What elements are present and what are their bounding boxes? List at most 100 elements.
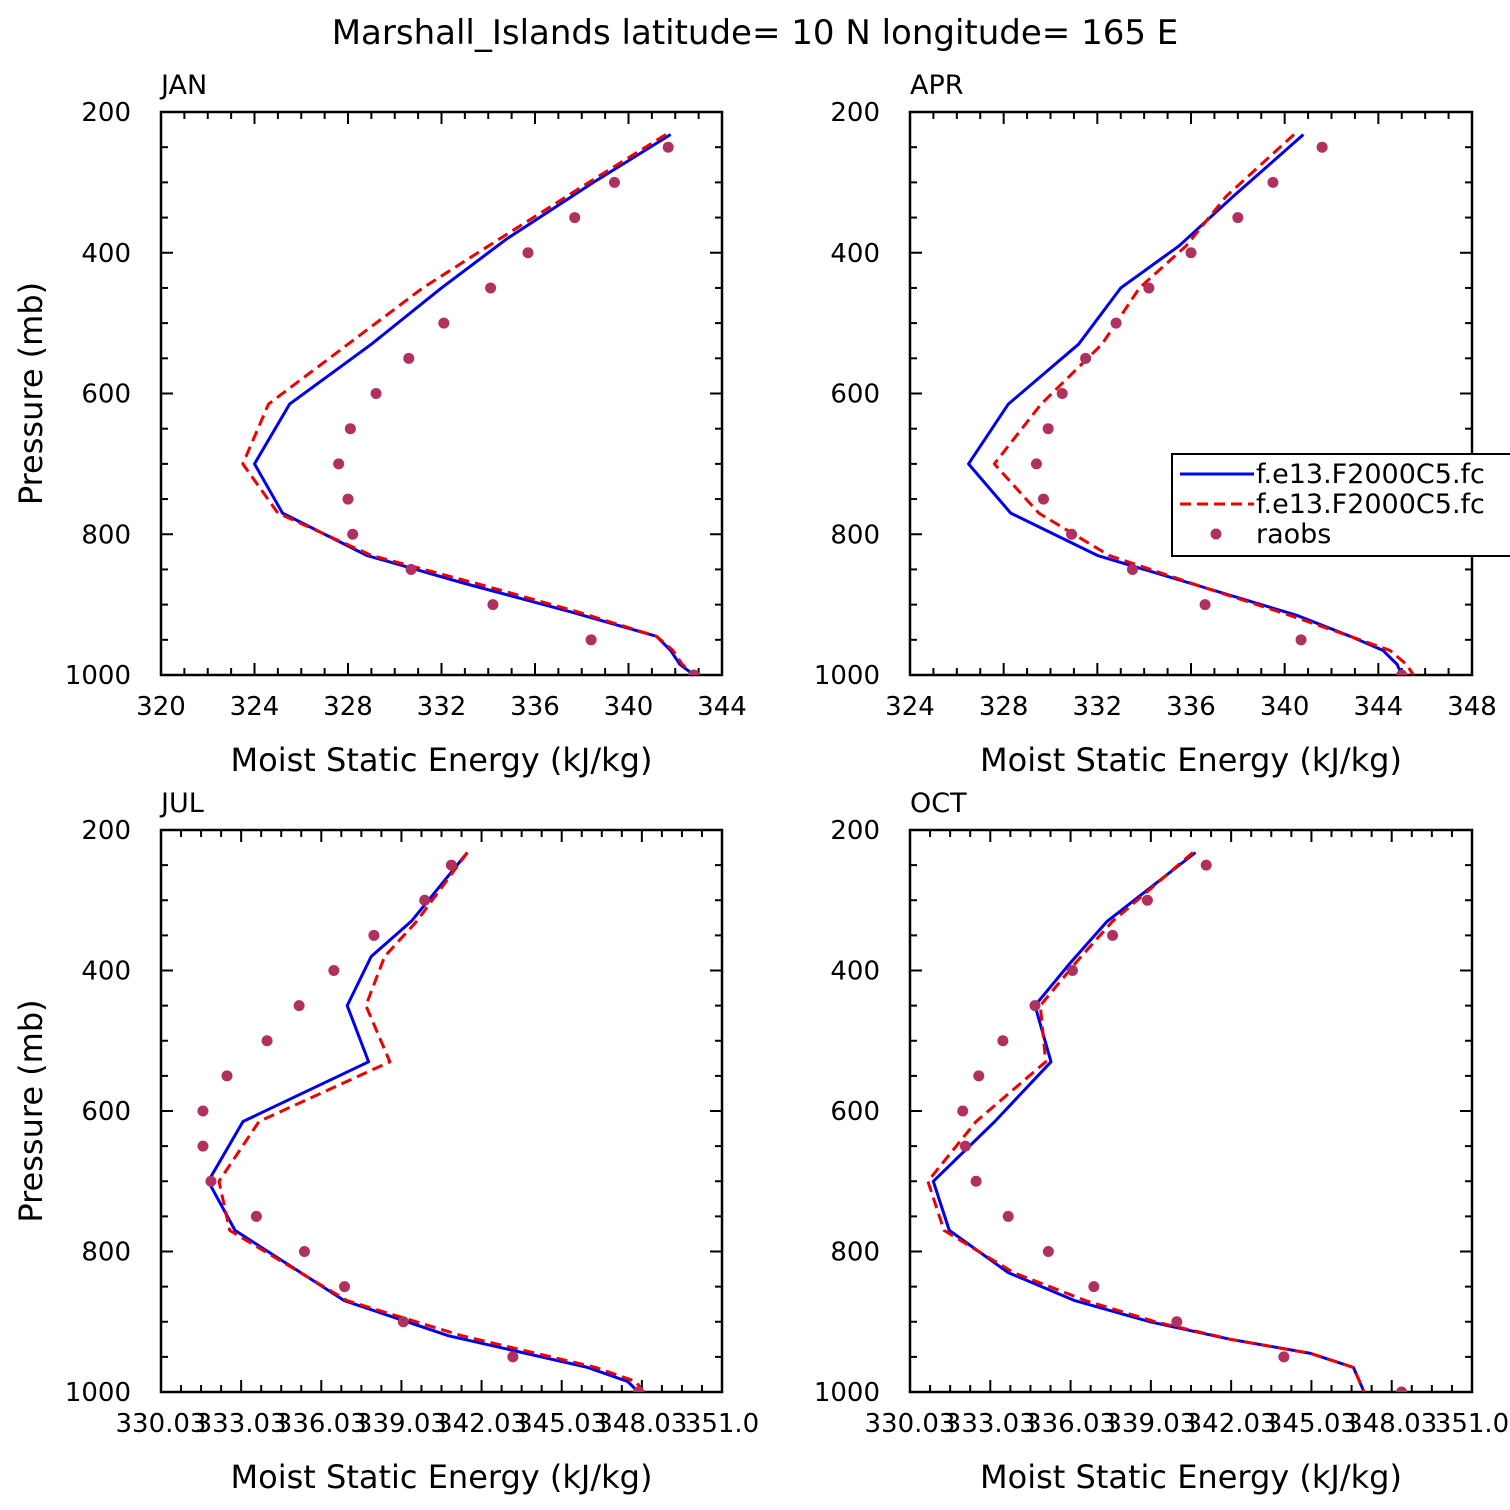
x-tick-label: 332 [1073, 692, 1123, 722]
y-axis-title: Pressure (mb) [12, 999, 50, 1222]
series-line-solid [253, 133, 695, 675]
plot-frame [159, 110, 724, 677]
y-axis-title: Pressure (mb) [12, 282, 50, 505]
x-tick-label: 330.03 [865, 1409, 956, 1439]
x-tick-label: 344 [1354, 692, 1404, 722]
raobs-point [1088, 1281, 1100, 1293]
legend-box [1171, 453, 1510, 557]
x-tick-label: 330.03 [116, 1409, 207, 1439]
x-tick-label: 320 [136, 692, 186, 722]
raobs-point [959, 1140, 971, 1152]
raobs-point [1278, 1351, 1290, 1363]
x-tick-label: 342.03 [436, 1409, 527, 1439]
raobs-point [1042, 423, 1054, 435]
y-tick-label: 400 [830, 239, 880, 269]
panels: 320 324 328 332 336 340 344 200 400 600 800 1000 JAN… [12, 70, 1510, 1496]
raobs-point [370, 388, 382, 399]
series-group [197, 851, 645, 1392]
raobs-point [397, 1316, 409, 1328]
raobs-point [1267, 176, 1279, 188]
panel-label: JAN [159, 70, 207, 101]
raobs-point [1141, 894, 1153, 906]
series-line-dashed [217, 851, 645, 1392]
x-tick-label: 340 [604, 692, 654, 722]
raobs-point [569, 212, 581, 224]
x-tick-label: 348.03 [1346, 1409, 1437, 1439]
series-group [241, 133, 700, 675]
raobs-point [328, 965, 340, 976]
raobs-point [973, 1070, 985, 1082]
y-tick-label: 400 [81, 239, 131, 269]
x-tick-label: 351.0 [685, 1409, 759, 1439]
raobs-point [487, 599, 499, 611]
panel-label: OCT [910, 788, 967, 819]
raobs-point [1002, 1210, 1014, 1222]
y-tick-label: 400 [81, 957, 131, 987]
panel-apr: 324 328 332 336 340 344 348 200 400 600 800 1000 APR… [814, 70, 1510, 779]
raobs-point [585, 634, 597, 646]
figure-title: Marshall_Islands latitude= 10 N longitud… [332, 13, 1179, 53]
raobs-point [1107, 929, 1119, 941]
raobs-point [445, 859, 457, 871]
raobs-point [197, 1140, 209, 1152]
y-tick-label: 600 [830, 380, 880, 410]
x-tick-label: 344 [697, 692, 747, 722]
x-tick-label: 348.03 [596, 1409, 687, 1439]
raobs-point [662, 141, 674, 153]
y-tick-label: 800 [81, 520, 131, 550]
raobs-point [333, 458, 345, 470]
y-tick-label: 1000 [814, 1378, 880, 1408]
raobs-point [1396, 1386, 1408, 1392]
series-line-dashed [992, 133, 1415, 675]
raobs-point [1185, 247, 1197, 259]
raobs-point [1056, 388, 1068, 399]
raobs-point [368, 929, 380, 941]
plot-frame [908, 828, 1474, 1394]
raobs-point [1396, 669, 1408, 675]
series-line-dashed [926, 851, 1366, 1392]
x-tick-label: 336 [510, 692, 560, 722]
raobs-point [608, 176, 620, 188]
raobs-point [1143, 282, 1155, 294]
raobs-point [1066, 965, 1078, 976]
raobs-point [339, 1281, 351, 1293]
y-tick-label: 1000 [814, 661, 880, 691]
raobs-point [1232, 212, 1244, 224]
plot-frame [908, 110, 1474, 677]
series-group [926, 851, 1408, 1392]
x-tick-label: 348 [1447, 692, 1497, 722]
y-tick-label: 200 [830, 816, 880, 846]
raobs-point [1200, 859, 1212, 871]
panel-oct: 330.03333.03336.03339.03342.03345.03348.… [814, 788, 1509, 1496]
y-tick-label: 1000 [65, 661, 131, 691]
y-tick-label: 800 [830, 520, 880, 550]
x-axis-title: Moist Static Energy (kJ/kg) [980, 1458, 1402, 1496]
raobs-point [1037, 493, 1049, 505]
raobs-point [419, 894, 431, 906]
raobs-point [522, 247, 534, 259]
y-tick-label: 600 [81, 380, 131, 410]
x-axis-title: Moist Static Energy (kJ/kg) [980, 741, 1402, 779]
raobs-point [261, 1035, 273, 1047]
raobs-point [1126, 563, 1138, 575]
series-line-solid [206, 851, 640, 1392]
x-tick-label: 351.0 [1435, 1409, 1509, 1439]
panel-jul: 330.03333.03336.03339.03342.03345.03348.… [12, 788, 759, 1496]
raobs-point [342, 493, 354, 505]
x-tick-label: 333.03 [945, 1409, 1036, 1439]
legend-entry: f.e13.F2000C5.fc [1256, 459, 1485, 490]
x-tick-label: 345.03 [1266, 1409, 1357, 1439]
panel-jan: 320 324 328 332 336 340 344 200 400 600 800 1000 JAN… [12, 70, 747, 779]
x-tick-label: 340 [1260, 692, 1310, 722]
raobs-point [293, 1000, 305, 1012]
series-line-dashed [241, 133, 696, 675]
raobs-point [1171, 1316, 1183, 1328]
raobs-point [1199, 599, 1211, 611]
y-tick-label: 200 [81, 816, 131, 846]
raobs-point [438, 317, 450, 329]
raobs-point [1110, 317, 1122, 329]
x-axis-title: Moist Static Energy (kJ/kg) [231, 741, 653, 779]
y-tick-label: 800 [830, 1238, 880, 1268]
